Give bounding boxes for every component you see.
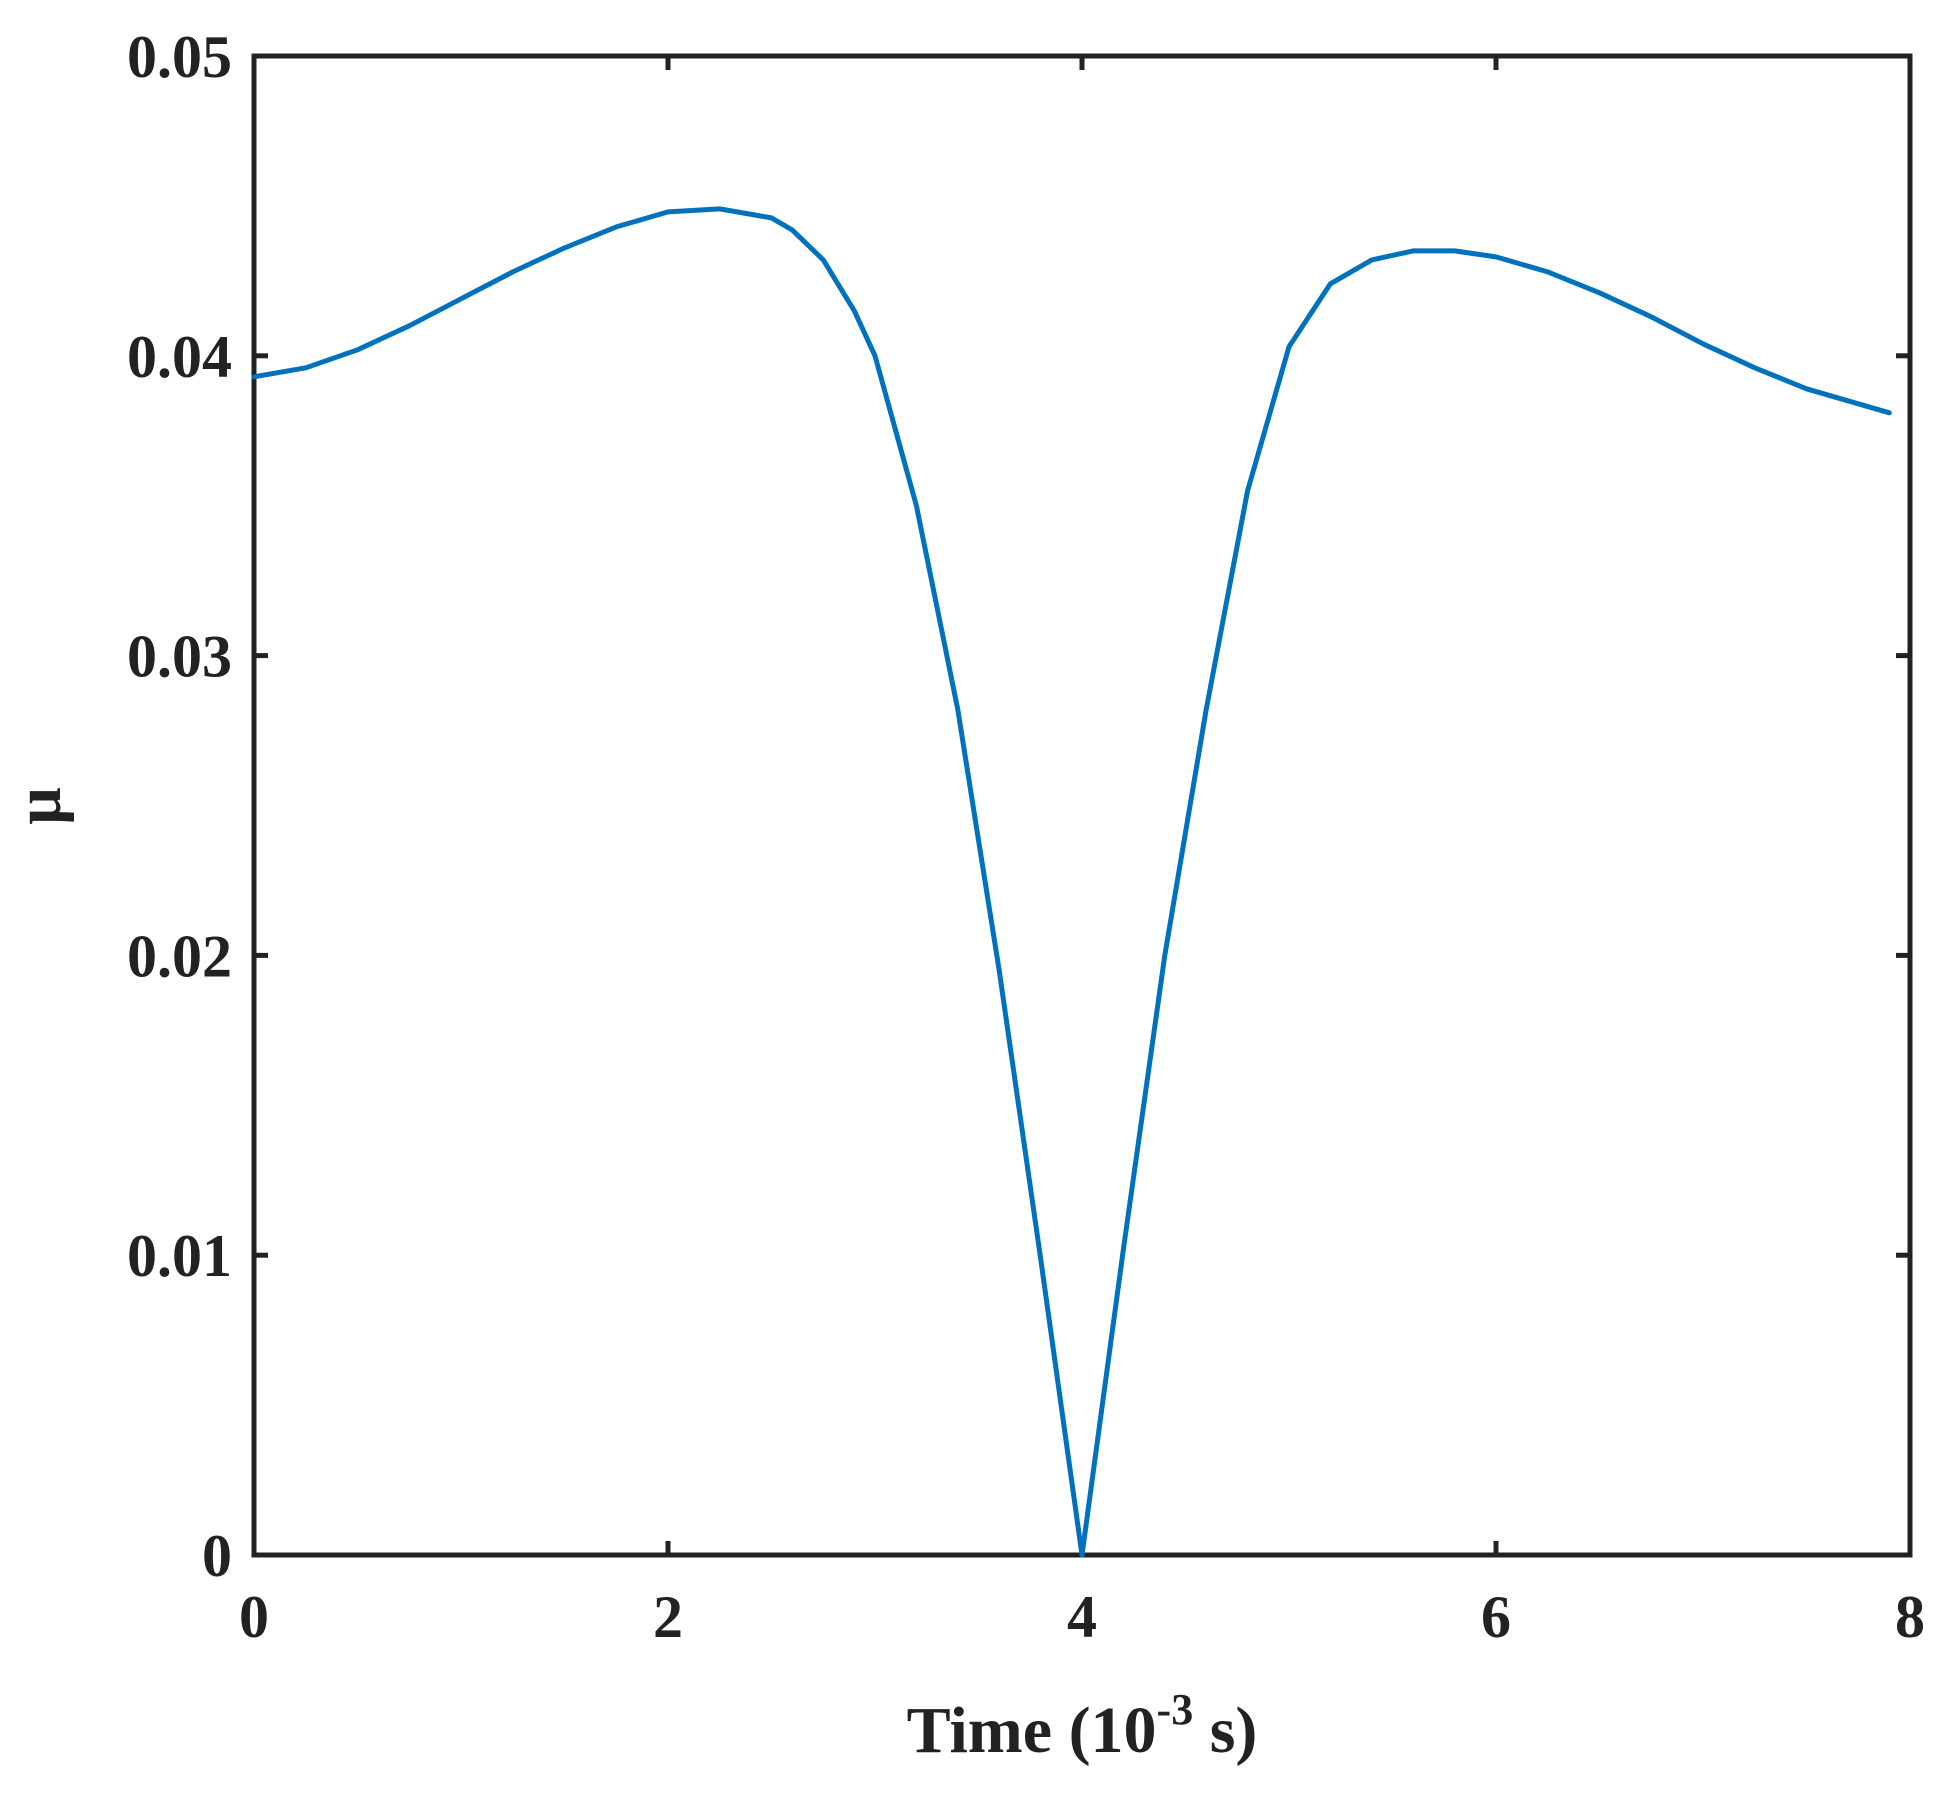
series-line (251, 206, 1892, 1558)
y-tick-label: 0 (202, 1523, 232, 1589)
y-axis-label: μ (2, 787, 75, 824)
x-axis-label-main: Time (10 (907, 1694, 1157, 1767)
y-tick-label: 0.05 (127, 24, 232, 90)
series-group (251, 206, 1892, 1558)
y-tick-label: 0.04 (127, 324, 232, 390)
x-tick-label: 0 (239, 1584, 269, 1650)
axis-ticks (251, 53, 1913, 1558)
x-axis-label: Time (10-3 s) (907, 1685, 1258, 1767)
y-tick-label: 0.03 (127, 624, 232, 690)
x-tick-label: 8 (1895, 1584, 1925, 1650)
tick-labels: 0 2 4 6 8 0 0.01 0.02 0.03 0.04 0.05 (127, 24, 1925, 1650)
y-tick-label: 0.01 (127, 1223, 232, 1289)
x-axis-label-superscript: -3 (1157, 1685, 1194, 1734)
plot-frame (251, 53, 1913, 1558)
y-tick-label: 0.02 (127, 923, 232, 989)
x-tick-label: 2 (653, 1584, 683, 1650)
x-axis-label-unit: s) (1193, 1694, 1257, 1767)
x-tick-label: 4 (1067, 1584, 1097, 1650)
x-tick-label: 6 (1481, 1584, 1511, 1650)
